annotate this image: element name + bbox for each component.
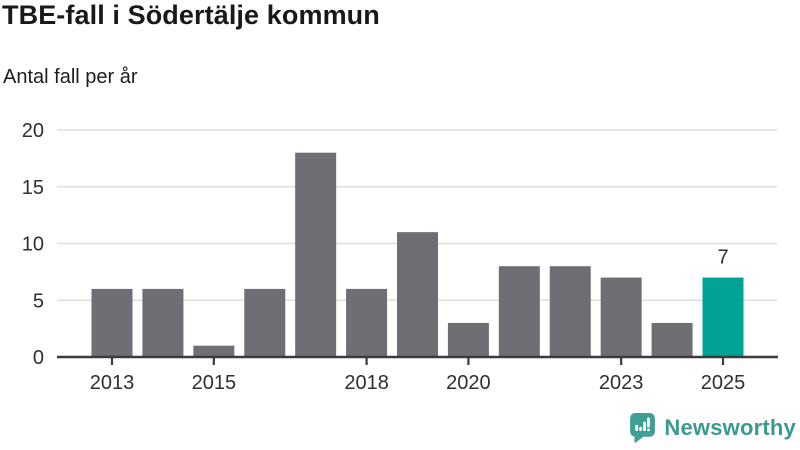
chart-title: TBE-fall i Södertälje kommun (2, 0, 380, 30)
bar-value-label: 7 (717, 247, 728, 269)
bar (193, 345, 235, 357)
bar (600, 277, 642, 357)
bar (91, 288, 133, 357)
x-tick-label: 2013 (90, 372, 135, 394)
newsworthy-logo[interactable]: Newsworthy (629, 412, 796, 443)
bar (244, 288, 286, 357)
x-tick-label: 2020 (446, 372, 491, 394)
x-tick-label: 2023 (599, 372, 644, 394)
newsworthy-wordmark: Newsworthy (664, 414, 796, 440)
x-tick-label: 2025 (701, 372, 746, 394)
y-tick-label: 0 (33, 347, 44, 369)
bar (142, 288, 184, 357)
x-tick-label: 2015 (192, 372, 237, 394)
bar (447, 322, 489, 357)
bar-highlighted (702, 277, 744, 357)
bar (295, 152, 337, 357)
bar (651, 322, 693, 357)
x-tick-label: 2018 (344, 372, 389, 394)
chart-subtitle: Antal fall per år (3, 66, 138, 88)
bar (549, 266, 591, 357)
newsworthy-icon (630, 413, 656, 443)
y-tick-label: 20 (22, 120, 44, 142)
bar (346, 288, 388, 357)
y-tick-label: 10 (22, 234, 44, 256)
y-tick-label: 5 (33, 290, 44, 312)
y-tick-label: 15 (22, 177, 44, 199)
bar (397, 232, 438, 357)
bar (498, 266, 540, 357)
